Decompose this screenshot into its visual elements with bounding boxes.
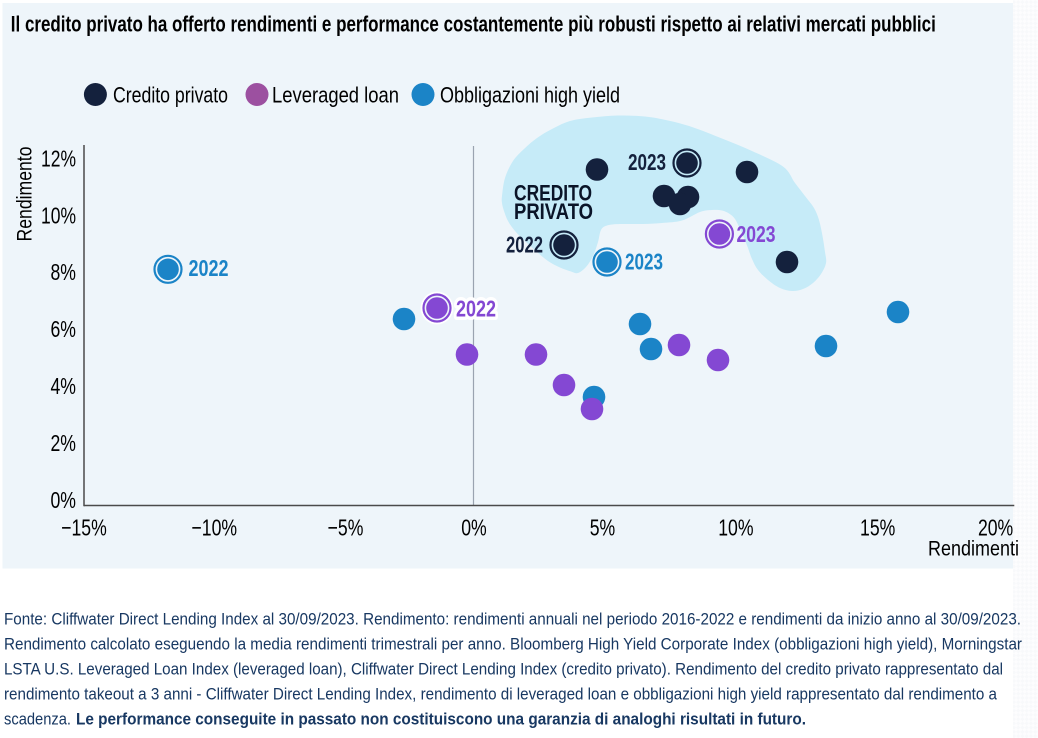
svg-text:8%: 8% [51,259,77,285]
svg-text:15%: 15% [860,515,895,541]
svg-text:Leveraged loan: Leveraged loan [272,82,399,107]
svg-text:20%: 20% [978,515,1013,541]
svg-text:Le performance conseguite in p: Le performance conseguite in passato non… [76,710,806,729]
svg-text:Rendimento: Rendimento [14,147,37,242]
svg-text:0%: 0% [461,515,487,541]
svg-text:PRIVATO: PRIVATO [514,199,593,224]
svg-text:Rendimenti: Rendimenti [928,538,1019,561]
svg-text:−10%: −10% [192,515,238,541]
svg-text:0%: 0% [51,487,77,513]
svg-text:−15%: −15% [61,515,107,541]
svg-text:LSTA U.S. Leveraged Loan Index: LSTA U.S. Leveraged Loan Index (leverage… [4,660,1003,679]
svg-text:Credito privato: Credito privato [113,82,228,107]
svg-text:2%: 2% [51,430,77,456]
svg-text:−5%: −5% [328,515,364,541]
svg-text:Fonte: Cliffwater Direct Lendi: Fonte: Cliffwater Direct Lending Index a… [4,610,1021,629]
svg-text:2022: 2022 [506,232,543,258]
svg-text:6%: 6% [51,316,77,342]
svg-text:5%: 5% [590,515,616,541]
svg-text:2023: 2023 [737,221,776,247]
svg-text:CREDITO: CREDITO [514,181,592,206]
svg-text:rendimento takeout a 3 anni -: rendimento takeout a 3 anni - Cliffwater… [4,685,997,704]
svg-text:2022: 2022 [456,296,496,322]
svg-text:10%: 10% [718,515,753,541]
svg-text:2023: 2023 [625,249,663,275]
svg-text:12%: 12% [41,145,76,171]
svg-text:10%: 10% [41,202,76,228]
svg-text:Rendimento calcolato eseguendo: Rendimento calcolato eseguendo la media … [4,635,1022,654]
svg-text:Obbligazioni high yield: Obbligazioni high yield [440,82,620,107]
svg-text:Il credito privato ha offerto: Il credito privato ha offerto rendimenti… [11,12,936,37]
svg-text:2022: 2022 [189,255,229,281]
svg-text:2023: 2023 [628,149,666,175]
svg-text:scadenza.: scadenza. [4,710,71,729]
svg-text:4%: 4% [51,373,77,399]
